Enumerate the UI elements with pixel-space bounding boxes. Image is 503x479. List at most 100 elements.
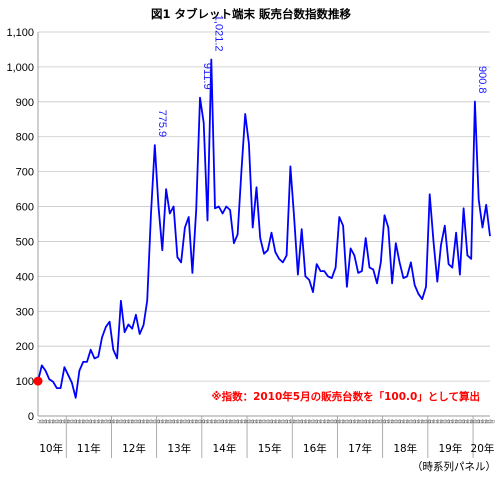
y-tick-label: 700 — [16, 167, 34, 179]
y-tick-label: 500 — [16, 236, 34, 248]
x-month-label: 月 — [416, 419, 422, 424]
x-month-label: 月 — [375, 419, 381, 424]
y-tick-label: 1,100 — [6, 27, 34, 39]
x-month-label: 月 — [356, 419, 362, 424]
x-month-label: 月 — [198, 419, 204, 424]
x-month-label: 月 — [172, 419, 178, 424]
x-month-label: 月 — [206, 419, 212, 424]
x-month-label: 月 — [111, 419, 117, 424]
x-month-label: 月 — [383, 419, 389, 424]
x-month-label: 月 — [243, 419, 249, 424]
y-tick-label: 200 — [16, 341, 34, 353]
x-month-label: 月 — [104, 419, 110, 424]
x-month-label: 月 — [270, 419, 276, 424]
x-month-label: 月 — [473, 419, 479, 424]
x-month-label: 月 — [379, 419, 385, 424]
x-month-label: 月 — [296, 419, 302, 424]
peak-label: 900.8 — [476, 66, 488, 94]
x-year-label: 19年 — [439, 442, 463, 455]
x-month-label: 月 — [484, 419, 490, 424]
x-year-label: 13年 — [167, 442, 191, 455]
x-month-label: 月 — [488, 419, 494, 424]
x-month-label: 月 — [371, 419, 377, 424]
x-month-label: 月 — [232, 419, 238, 424]
x-year-label: 12年 — [122, 442, 146, 455]
x-month-label: 月 — [277, 419, 283, 424]
peak-label: 1,021.2 — [212, 15, 224, 52]
x-month-label: 月 — [390, 419, 396, 424]
x-month-label: 月 — [126, 419, 132, 424]
x-month-label: 月 — [462, 419, 468, 424]
peak-label: 775.9 — [156, 110, 168, 138]
x-month-label: 月 — [322, 419, 328, 424]
x-month-label: 月 — [330, 419, 336, 424]
x-month-label: 月 — [439, 419, 445, 424]
x-year-label: 20年 — [471, 442, 495, 455]
x-month-label: 月 — [303, 419, 309, 424]
x-month-label: 月 — [349, 419, 355, 424]
x-year-label: 16年 — [303, 442, 327, 455]
x-month-label: 月 — [420, 419, 426, 424]
x-month-label: 月 — [394, 419, 400, 424]
x-month-label: 月 — [258, 419, 264, 424]
x-month-label: 月 — [187, 419, 193, 424]
x-month-label: 月 — [292, 419, 298, 424]
start-point-marker — [33, 376, 43, 386]
x-month-label: 月 — [141, 419, 147, 424]
x-month-label: 月 — [398, 419, 404, 424]
x-month-label: 月 — [96, 419, 102, 424]
x-month-label: 月 — [300, 419, 306, 424]
chart-title: 図1 タブレット端末 販売台数指数推移 — [151, 7, 352, 21]
x-month-label: 月 — [311, 419, 317, 424]
x-month-label: 月 — [74, 419, 80, 424]
x-month-label: 月 — [334, 419, 340, 424]
x-month-label: 月 — [47, 419, 53, 424]
x-month-label: 月 — [179, 419, 185, 424]
chart-note: ※指数：2010年5月の販売台数を「100.0」として算出 — [211, 390, 480, 403]
x-month-label: 月 — [100, 419, 106, 424]
series-layer: 775.9 911.9 1,021.2 900.8 — [33, 15, 491, 399]
x-month-label: 月 — [194, 419, 200, 424]
x-month-label: 月 — [341, 419, 347, 424]
y-tick-label: 0 — [28, 411, 34, 423]
x-month-label: 月 — [319, 419, 325, 424]
x-month-label: 月 — [138, 419, 144, 424]
x-month-label: 月 — [285, 419, 291, 424]
x-month-label: 月 — [251, 419, 257, 424]
grid — [38, 31, 490, 417]
x-month-label: 月 — [469, 419, 475, 424]
series-line — [37, 58, 491, 399]
x-month-label: 月 — [454, 419, 460, 424]
x-month-label: 月 — [77, 419, 83, 424]
x-month-label: 月 — [202, 419, 208, 424]
x-month-label: 月 — [281, 419, 287, 424]
x-month-label: 月 — [134, 419, 140, 424]
x-month-label: 月 — [55, 419, 61, 424]
x-month-label: 月 — [153, 419, 159, 424]
x-month-label: 月 — [352, 419, 358, 424]
y-tick-label: 300 — [16, 306, 34, 318]
x-month-label: 月 — [157, 419, 163, 424]
x-month-label: 月 — [360, 419, 366, 424]
x-year-label: 10年 — [39, 442, 63, 455]
y-tick-label: 1,000 — [6, 62, 34, 74]
y-tick-label: 800 — [16, 132, 34, 144]
x-month-label: 月 — [428, 419, 434, 424]
x-month-label: 月 — [239, 419, 245, 424]
x-month-label: 月 — [405, 419, 411, 424]
y-tick-label: 900 — [16, 97, 34, 109]
x-month-label: 月 — [236, 419, 242, 424]
x-month-label: 月 — [81, 419, 87, 424]
x-month-label: 月 — [209, 419, 215, 424]
x-month-label: 月 — [345, 419, 351, 424]
x-month-label: 月 — [424, 419, 430, 424]
x-month-label: 月 — [51, 419, 57, 424]
x-year-label: 17年 — [348, 442, 372, 455]
x-month-label: 月 — [254, 419, 260, 424]
axes: 01002003004005006007008009001,0001,100月月… — [6, 27, 494, 458]
x-month-label: 月 — [288, 419, 294, 424]
x-month-label: 月 — [337, 419, 343, 424]
x-month-label: 月 — [36, 419, 42, 424]
x-month-label: 月 — [59, 419, 65, 424]
